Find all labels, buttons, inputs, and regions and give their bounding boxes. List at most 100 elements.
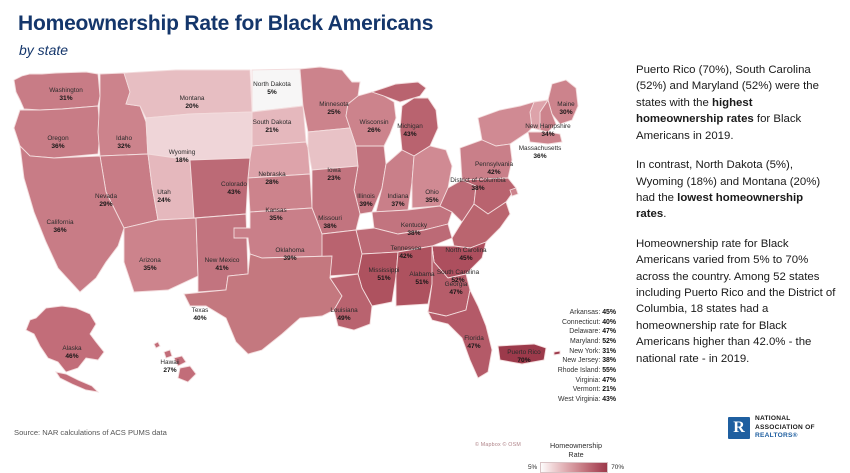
- state-value-fl: 47%: [467, 343, 480, 350]
- nar-logo: R NATIONAL ASSOCIATION OF REALTORS®: [728, 415, 815, 441]
- state-value-oh: 35%: [425, 197, 438, 204]
- state-value-ma: 36%: [533, 153, 546, 160]
- list-item-value: 55%: [602, 366, 616, 374]
- nar-logo-line3: REALTORS®: [755, 432, 798, 440]
- legend-max-label: 70%: [611, 464, 625, 471]
- state-co[interactable]: [189, 157, 251, 219]
- state-label-la: Louisiana: [330, 307, 358, 314]
- state-label-nv: Nevada: [95, 193, 117, 200]
- state-label-wa: Washington: [49, 87, 83, 94]
- state-value-mi: 43%: [403, 131, 416, 138]
- state-dc[interactable]: [509, 187, 519, 197]
- state-fl[interactable]: [427, 288, 493, 379]
- state-or[interactable]: [13, 105, 101, 159]
- state-label-ks: Kansas: [265, 207, 286, 214]
- state-value-tn: 42%: [399, 253, 412, 260]
- legend-title-line1: Homeownership: [550, 441, 602, 450]
- state-value-wi: 26%: [367, 127, 380, 134]
- commentary-column: Puerto Rico (70%), South Carolina (52%) …: [636, 62, 836, 380]
- state-label-id: Idaho: [116, 135, 132, 142]
- state-ia[interactable]: [307, 127, 359, 171]
- list-item-value: 47%: [602, 328, 616, 336]
- state-nd[interactable]: [251, 68, 304, 113]
- us-map-svg[interactable]: Washington31%Oregon36%Idaho32%Montana20%…: [0, 62, 630, 410]
- list-item-name: Virginia:: [575, 376, 603, 384]
- small-states-list: Arkansas: 45% Connecticut: 40% Delaware: 4…: [498, 308, 616, 405]
- list-item-value: 38%: [602, 357, 616, 365]
- state-value-ut: 24%: [157, 197, 170, 204]
- state-label-tn: Tennessee: [391, 245, 422, 252]
- state-ak[interactable]: [25, 305, 105, 373]
- state-value-ky: 38%: [407, 230, 420, 237]
- state-value-tx: 40%: [193, 315, 206, 322]
- p1-part-a: Puerto Rico (70%), South Carolina (52%) …: [636, 64, 819, 109]
- state-label-co: Colorado: [221, 181, 247, 188]
- legend-title: Homeownership Rate: [528, 441, 624, 459]
- state-wy[interactable]: [145, 111, 253, 161]
- nar-logo-line1: NATIONAL: [755, 415, 791, 422]
- state-sd[interactable]: [251, 105, 307, 147]
- state-label-al: Alabama: [409, 271, 435, 278]
- state-label-hi: Hawaii: [160, 359, 179, 366]
- state-mi[interactable]: [399, 97, 439, 157]
- commentary-paragraph-3: Homeownership rate for Black Americans v…: [636, 237, 836, 365]
- state-value-az: 35%: [143, 265, 156, 272]
- page-title: Homeownership Rate for Black Americans: [18, 12, 434, 35]
- list-item-value: 52%: [602, 337, 616, 345]
- state-ak2[interactable]: [55, 371, 100, 393]
- state-value-ms: 51%: [377, 275, 390, 282]
- state-value-nv: 29%: [99, 201, 112, 208]
- state-tx[interactable]: [183, 253, 343, 355]
- map-attribution: © Mapbox © OSM: [475, 442, 521, 448]
- state-in[interactable]: [375, 149, 415, 213]
- state-pa[interactable]: [459, 139, 513, 181]
- state-label-ca: California: [47, 219, 74, 226]
- list-item-value: 40%: [602, 318, 616, 326]
- state-ma[interactable]: [527, 131, 563, 145]
- state-label-dc: District of Columbia: [450, 177, 506, 184]
- state-value-sd: 21%: [265, 127, 278, 134]
- list-item: Virginia: 47%: [498, 376, 616, 386]
- list-item: New Jersey: 38%: [498, 356, 616, 366]
- state-label-ms: Mississippi: [369, 267, 400, 274]
- state-value-hi: 27%: [163, 367, 176, 374]
- p2-part-c: .: [663, 208, 667, 221]
- state-value-ca: 36%: [53, 227, 66, 234]
- state-pr[interactable]: [497, 343, 561, 365]
- state-value-ks: 35%: [269, 215, 282, 222]
- state-hi[interactable]: [153, 341, 197, 383]
- list-item-value: 43%: [602, 395, 616, 403]
- choropleth-map[interactable]: Washington 31% Oregon 36% Idaho 32% Montana 20%…: [0, 62, 630, 473]
- state-value-ak: 46%: [65, 353, 78, 360]
- p2-highlight: lowest homeownership rates: [636, 191, 804, 221]
- state-la[interactable]: [329, 273, 373, 331]
- state-label-mt: Montana: [180, 95, 205, 102]
- state-label-az: Arizona: [139, 257, 161, 264]
- state-value-sc: 52%: [451, 277, 464, 284]
- state-label-pr: Puerto Rico: [507, 349, 541, 356]
- state-label-mn: Minnesota: [319, 101, 349, 108]
- nar-logo-line2: ASSOCIATION OF: [755, 423, 815, 431]
- state-label-ne: Nebraska: [258, 171, 286, 178]
- state-label-ma: Massachusetts: [519, 145, 562, 152]
- state-value-wy: 18%: [175, 157, 188, 164]
- state-az[interactable]: [123, 217, 199, 293]
- state-value-me: 30%: [559, 109, 572, 116]
- list-item: Maryland: 52%: [498, 337, 616, 347]
- list-item-name: Arkansas:: [569, 309, 603, 316]
- state-label-oh: Ohio: [425, 189, 439, 196]
- state-value-or: 36%: [51, 143, 64, 150]
- legend-gradient-bar: [540, 462, 609, 473]
- state-label-ok: Oklahoma: [275, 247, 305, 254]
- legend-min-label: 5%: [528, 464, 538, 471]
- state-value-mn: 25%: [327, 109, 340, 116]
- list-item: West Virginia: 43%: [498, 395, 616, 405]
- state-mt[interactable]: [123, 69, 253, 119]
- state-label-nd: North Dakota: [253, 81, 291, 88]
- state-mi-up[interactable]: [370, 81, 427, 103]
- list-item: Vermont: 21%: [498, 385, 616, 395]
- state-value-ga: 47%: [449, 289, 462, 296]
- list-item-name: New York:: [569, 347, 603, 355]
- state-ca[interactable]: [19, 144, 125, 293]
- state-value-pr: 70%: [517, 357, 530, 364]
